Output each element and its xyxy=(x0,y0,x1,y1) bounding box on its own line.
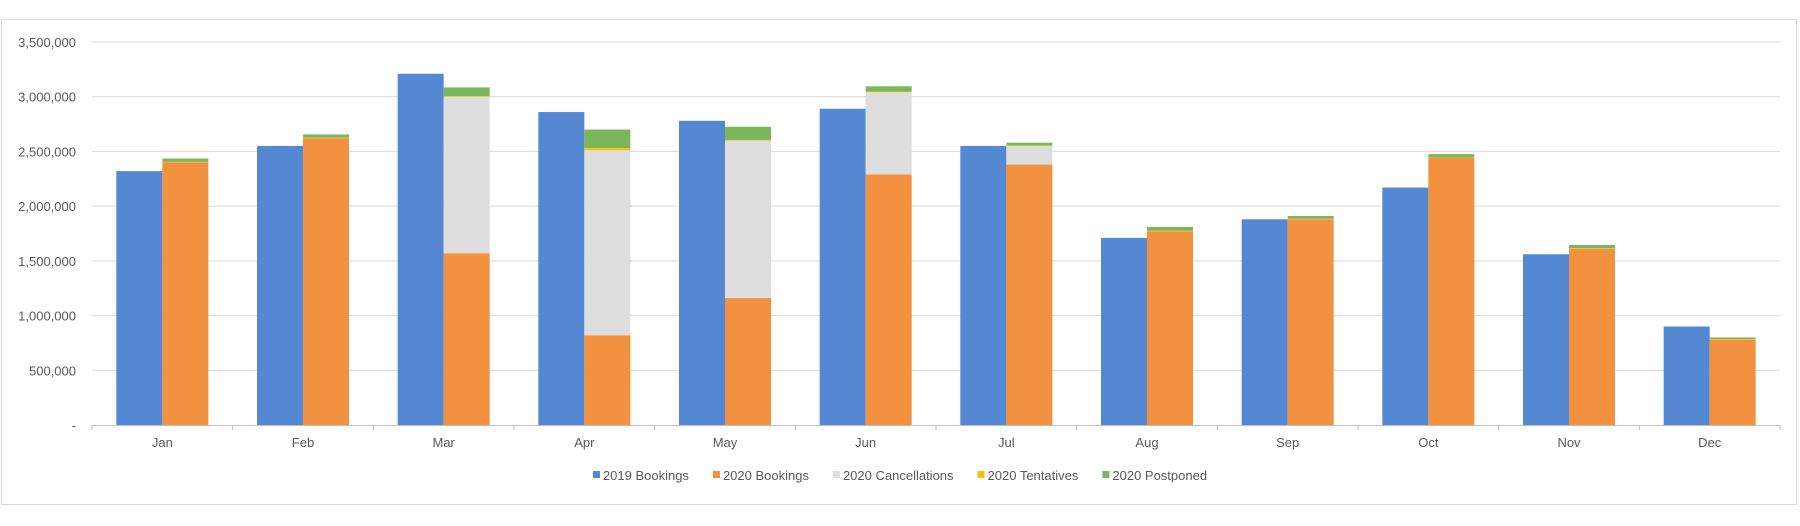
legend-swatch xyxy=(712,471,720,478)
legend-label: 2019 Bookings xyxy=(603,468,690,483)
bar-2020-bookings xyxy=(865,174,912,425)
bar-2020-bookings xyxy=(1569,248,1615,425)
bar-2020-tentatives xyxy=(303,137,349,139)
bar-2020-tentatives xyxy=(1287,218,1334,220)
bar-2020-bookings xyxy=(1147,231,1193,425)
x-tick-label: Aug xyxy=(1135,435,1158,450)
bar-2020-tentatives xyxy=(725,139,771,141)
legend-label: 2020 Bookings xyxy=(723,468,810,483)
x-tick-label: Feb xyxy=(292,435,314,450)
x-axis: Jan Feb Mar Apr May Jun Jul Aug Sep Oct Nov Dec xyxy=(91,425,1781,450)
bar-2020-bookings xyxy=(1287,219,1334,425)
y-tick-label: 3,500,000 xyxy=(18,35,76,50)
gridlines xyxy=(92,41,1780,371)
x-tick-label: Apr xyxy=(574,435,595,450)
bar-2020-tentatives xyxy=(1006,145,1053,146)
bars xyxy=(116,73,1756,425)
legend-swatch xyxy=(977,471,985,478)
bar-2020-bookings xyxy=(1709,339,1756,425)
bar-2020-postponed xyxy=(162,158,209,162)
bar-2020-postponed xyxy=(1287,215,1334,219)
y-tick-label: 500,000 xyxy=(29,363,76,378)
bar-2020-bookings xyxy=(303,138,349,425)
bar-2020-tentatives xyxy=(1428,157,1475,158)
bar-2020-postponed xyxy=(1428,154,1475,158)
bar-2019-bookings xyxy=(397,73,444,425)
bar-2020-bookings xyxy=(443,253,490,425)
bar-2019-bookings xyxy=(1241,219,1288,425)
legend-swatch xyxy=(1102,471,1110,478)
legend-item: 2020 Bookings xyxy=(712,468,810,483)
bar-2020-postponed xyxy=(1147,226,1193,231)
x-tick-label: Sep xyxy=(1276,435,1299,450)
legend-label: 2020 Tentatives xyxy=(988,468,1079,483)
bar-chart: - 500,000 1,000,000 1,500,000 2,000,000 2,500… xyxy=(18,35,1781,483)
bar-2020-bookings xyxy=(162,162,209,425)
bar-2019-bookings xyxy=(116,171,163,425)
y-tick-label: 1,500,000 xyxy=(18,254,76,269)
bar-2020-tentatives xyxy=(1709,339,1756,340)
bar-2020-bookings xyxy=(584,335,631,425)
x-tick-label: Oct xyxy=(1418,435,1439,450)
y-tick-label: 2,000,000 xyxy=(18,199,76,214)
bar-2020-postponed xyxy=(1569,244,1615,249)
x-tick-label: Jun xyxy=(855,435,876,450)
bar-2019-bookings xyxy=(1523,254,1569,425)
bar-2020-tentatives xyxy=(1569,248,1615,249)
y-tick-label: 2,500,000 xyxy=(18,144,76,159)
x-tick-label: Jan xyxy=(152,435,173,450)
bar-2020-cancellations xyxy=(584,150,631,336)
bar-2019-bookings xyxy=(1663,326,1710,425)
y-tick-label: 3,000,000 xyxy=(18,90,76,105)
bar-2020-bookings xyxy=(1428,157,1475,425)
bar-2020-postponed xyxy=(1709,337,1756,340)
y-tick-label: 1,000,000 xyxy=(18,309,76,324)
x-tick-label: Nov xyxy=(1557,435,1581,450)
bar-2020-bookings xyxy=(725,298,771,425)
bar-2020-cancellations xyxy=(865,92,912,175)
x-tick-label: May xyxy=(713,435,738,450)
y-tick-label: - xyxy=(72,418,76,433)
bar-2020-postponed xyxy=(443,87,490,97)
bar-2020-tentatives xyxy=(1147,230,1193,232)
bar-2020-postponed xyxy=(303,134,349,138)
bar-2020-tentatives xyxy=(584,148,631,151)
legend: 2019 Bookings 2020 Bookings 2020 Cancellat… xyxy=(592,468,1207,483)
bar-2019-bookings xyxy=(1101,237,1147,425)
bar-2020-postponed xyxy=(725,126,771,140)
legend-label: 2020 Postponed xyxy=(1112,468,1207,483)
bar-2020-cancellations xyxy=(1006,145,1053,165)
legend-item: 2020 Tentatives xyxy=(977,468,1079,483)
bar-2019-bookings xyxy=(257,145,303,425)
bar-2019-bookings xyxy=(679,120,725,425)
bar-2020-tentatives xyxy=(162,161,209,163)
bar-2019-bookings xyxy=(1382,187,1429,425)
legend-item: 2020 Cancellations xyxy=(832,468,954,483)
bar-2019-bookings xyxy=(819,108,866,425)
bar-2020-postponed xyxy=(1006,142,1053,146)
bar-2020-cancellations xyxy=(443,96,490,254)
bar-2020-postponed xyxy=(584,129,631,149)
bar-2019-bookings xyxy=(960,145,1007,425)
bar-2020-tentatives xyxy=(865,91,912,93)
legend-item: 2019 Bookings xyxy=(592,468,690,483)
bar-2020-postponed xyxy=(865,86,912,92)
x-tick-label: Jul xyxy=(998,435,1015,450)
y-axis-tick-labels: - 500,000 1,000,000 1,500,000 2,000,000 2,500… xyxy=(18,35,76,433)
legend-swatch xyxy=(592,471,600,478)
legend-item: 2020 Postponed xyxy=(1102,468,1207,483)
legend-label: 2020 Cancellations xyxy=(843,468,954,483)
x-tick-label: Mar xyxy=(432,435,455,450)
bar-2020-bookings xyxy=(1006,164,1053,425)
legend-swatch xyxy=(832,471,840,478)
bar-2020-tentatives xyxy=(443,96,490,97)
x-tick-label: Dec xyxy=(1698,435,1722,450)
bar-2019-bookings xyxy=(538,112,585,425)
chart-frame: - 500,000 1,000,000 1,500,000 2,000,000 2,500… xyxy=(1,19,1797,505)
bar-2020-cancellations xyxy=(725,140,771,299)
